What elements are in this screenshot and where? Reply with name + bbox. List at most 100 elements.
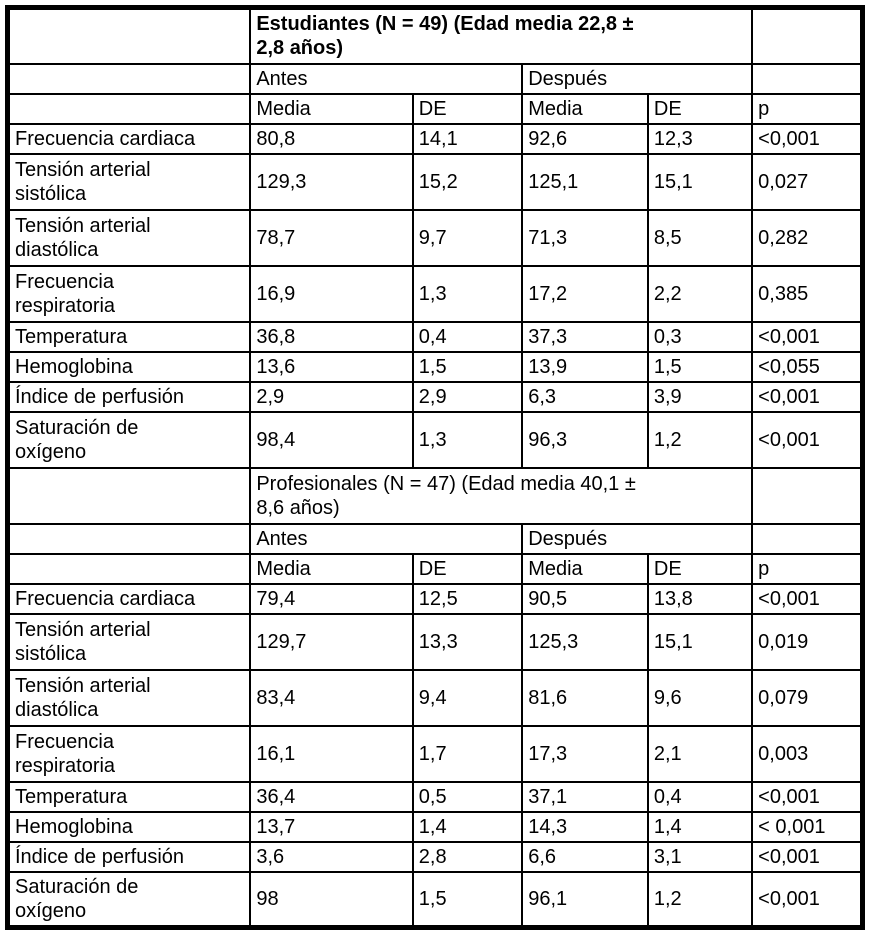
despues-media-value: 37,1: [521, 780, 649, 813]
media-antes-header: Media: [249, 92, 414, 125]
despues-de-value: 15,1: [646, 152, 754, 211]
antes-de-value: 1,3: [411, 410, 524, 469]
vitals-comparison-table: Estudiantes (N = 49) (Edad media 22,8 ± …: [5, 5, 865, 930]
table-row: Índice de perfusión 2,9 2,9 6,3 3,9 <0,001: [6, 380, 864, 413]
antes-de-value: 1,5: [411, 870, 524, 929]
antes-media-value: 98,4: [249, 410, 414, 469]
row-label: Frecuencia cardiaca: [6, 122, 252, 155]
antes-media-value: 129,7: [249, 612, 414, 671]
antes-de-value: 2,8: [411, 840, 524, 873]
despues-media-value: 71,3: [521, 208, 649, 267]
despues-de-value: 13,8: [646, 582, 754, 615]
p-value: <0,001: [751, 780, 864, 813]
despues-media-value: 96,3: [521, 410, 649, 469]
despues-de-value: 8,5: [646, 208, 754, 267]
antes-media-value: 36,4: [249, 780, 414, 813]
media-despues-header: Media: [521, 92, 649, 125]
section-header-row: Estudiantes (N = 49) (Edad media 22,8 ± …: [6, 6, 864, 65]
row-label: Tensión arterial sistólica: [6, 612, 252, 671]
despues-media-value: 92,6: [521, 122, 649, 155]
section-title: Profesionales (N = 47) (Edad media 40,1 …: [249, 466, 754, 525]
despues-de-value: 1,5: [646, 350, 754, 383]
media-despues-header: Media: [521, 552, 649, 585]
despues-de-value: 9,6: [646, 668, 754, 727]
table-row: Frecuencia respiratoria 16,1 1,7 17,3 2,1 0,0…: [6, 724, 864, 783]
table-row: Frecuencia cardiaca 79,4 12,5 90,5 13,8 <0,00…: [6, 582, 864, 615]
corner-cell: [6, 552, 252, 585]
period-header-row: Antes Después: [6, 62, 864, 95]
despues-media-value: 37,3: [521, 320, 649, 353]
antes-de-value: 0,5: [411, 780, 524, 813]
row-label: Tensión arterial diastólica: [6, 668, 252, 727]
antes-media-value: 16,9: [249, 264, 414, 323]
despues-de-value: 2,1: [646, 724, 754, 783]
antes-media-value: 129,3: [249, 152, 414, 211]
corner-cell: [6, 522, 252, 555]
antes-de-value: 2,9: [411, 380, 524, 413]
row-label: Saturación de oxígeno: [6, 870, 252, 929]
row-label: Saturación de oxígeno: [6, 410, 252, 469]
table-row: Temperatura 36,8 0,4 37,3 0,3 <0,001: [6, 320, 864, 353]
despues-media-value: 96,1: [521, 870, 649, 929]
despues-de-value: 1,4: [646, 810, 754, 843]
p-value: <0,001: [751, 840, 864, 873]
antes-de-value: 1,7: [411, 724, 524, 783]
antes-de-value: 15,2: [411, 152, 524, 211]
p-value: 0,019: [751, 612, 864, 671]
de-despues-header: DE: [646, 552, 754, 585]
period-header-row: Antes Después: [6, 522, 864, 555]
despues-media-value: 6,3: [521, 380, 649, 413]
antes-de-value: 9,4: [411, 668, 524, 727]
media-antes-header: Media: [249, 552, 414, 585]
p-value: <0,001: [751, 320, 864, 353]
de-antes-header: DE: [411, 552, 524, 585]
table-row: Hemoglobina 13,6 1,5 13,9 1,5 <0,055: [6, 350, 864, 383]
table-row: Saturación de oxígeno 98,4 1,3 96,3 1,2 <0,00…: [6, 410, 864, 469]
row-label: Índice de perfusión: [6, 380, 252, 413]
antes-media-value: 36,8: [249, 320, 414, 353]
corner-cell: [6, 92, 252, 125]
despues-media-value: 125,3: [521, 612, 649, 671]
despues-media-value: 17,3: [521, 724, 649, 783]
antes-media-value: 98: [249, 870, 414, 929]
p-value: 0,079: [751, 668, 864, 727]
p-header: p: [751, 92, 864, 125]
spacer-cell: [751, 466, 864, 525]
despues-media-value: 6,6: [521, 840, 649, 873]
antes-de-value: 1,3: [411, 264, 524, 323]
despues-de-value: 0,3: [646, 320, 754, 353]
antes-de-value: 9,7: [411, 208, 524, 267]
despues-de-value: 3,9: [646, 380, 754, 413]
antes-media-value: 80,8: [249, 122, 414, 155]
despues-de-value: 3,1: [646, 840, 754, 873]
spacer-cell: [751, 522, 864, 555]
despues-header: Después: [521, 522, 754, 555]
antes-de-value: 14,1: [411, 122, 524, 155]
antes-media-value: 13,7: [249, 810, 414, 843]
p-value: 0,282: [751, 208, 864, 267]
row-label: Índice de perfusión: [6, 840, 252, 873]
p-value: < 0,001: [751, 810, 864, 843]
corner-cell: [6, 466, 252, 525]
antes-header: Antes: [249, 522, 524, 555]
table-row: Índice de perfusión 3,6 2,8 6,6 3,1 <0,001: [6, 840, 864, 873]
p-header: p: [751, 552, 864, 585]
antes-media-value: 78,7: [249, 208, 414, 267]
antes-media-value: 3,6: [249, 840, 414, 873]
p-value: <0,001: [751, 410, 864, 469]
p-value: <0,001: [751, 380, 864, 413]
spacer-cell: [751, 62, 864, 95]
row-label: Hemoglobina: [6, 350, 252, 383]
antes-media-value: 13,6: [249, 350, 414, 383]
table-row: Tensión arterial sistólica 129,3 15,2 125,1…: [6, 152, 864, 211]
table-body: Estudiantes (N = 49) (Edad media 22,8 ± …: [6, 6, 864, 929]
despues-de-value: 12,3: [646, 122, 754, 155]
spacer-cell: [751, 6, 864, 65]
despues-media-value: 90,5: [521, 582, 649, 615]
row-label: Tensión arterial sistólica: [6, 152, 252, 211]
table-row: Tensión arterial diastólica 83,4 9,4 81,6 9,…: [6, 668, 864, 727]
stat-header-row: Media DE Media DE p: [6, 552, 864, 585]
despues-media-value: 125,1: [521, 152, 649, 211]
table-row: Hemoglobina 13,7 1,4 14,3 1,4 < 0,001: [6, 810, 864, 843]
